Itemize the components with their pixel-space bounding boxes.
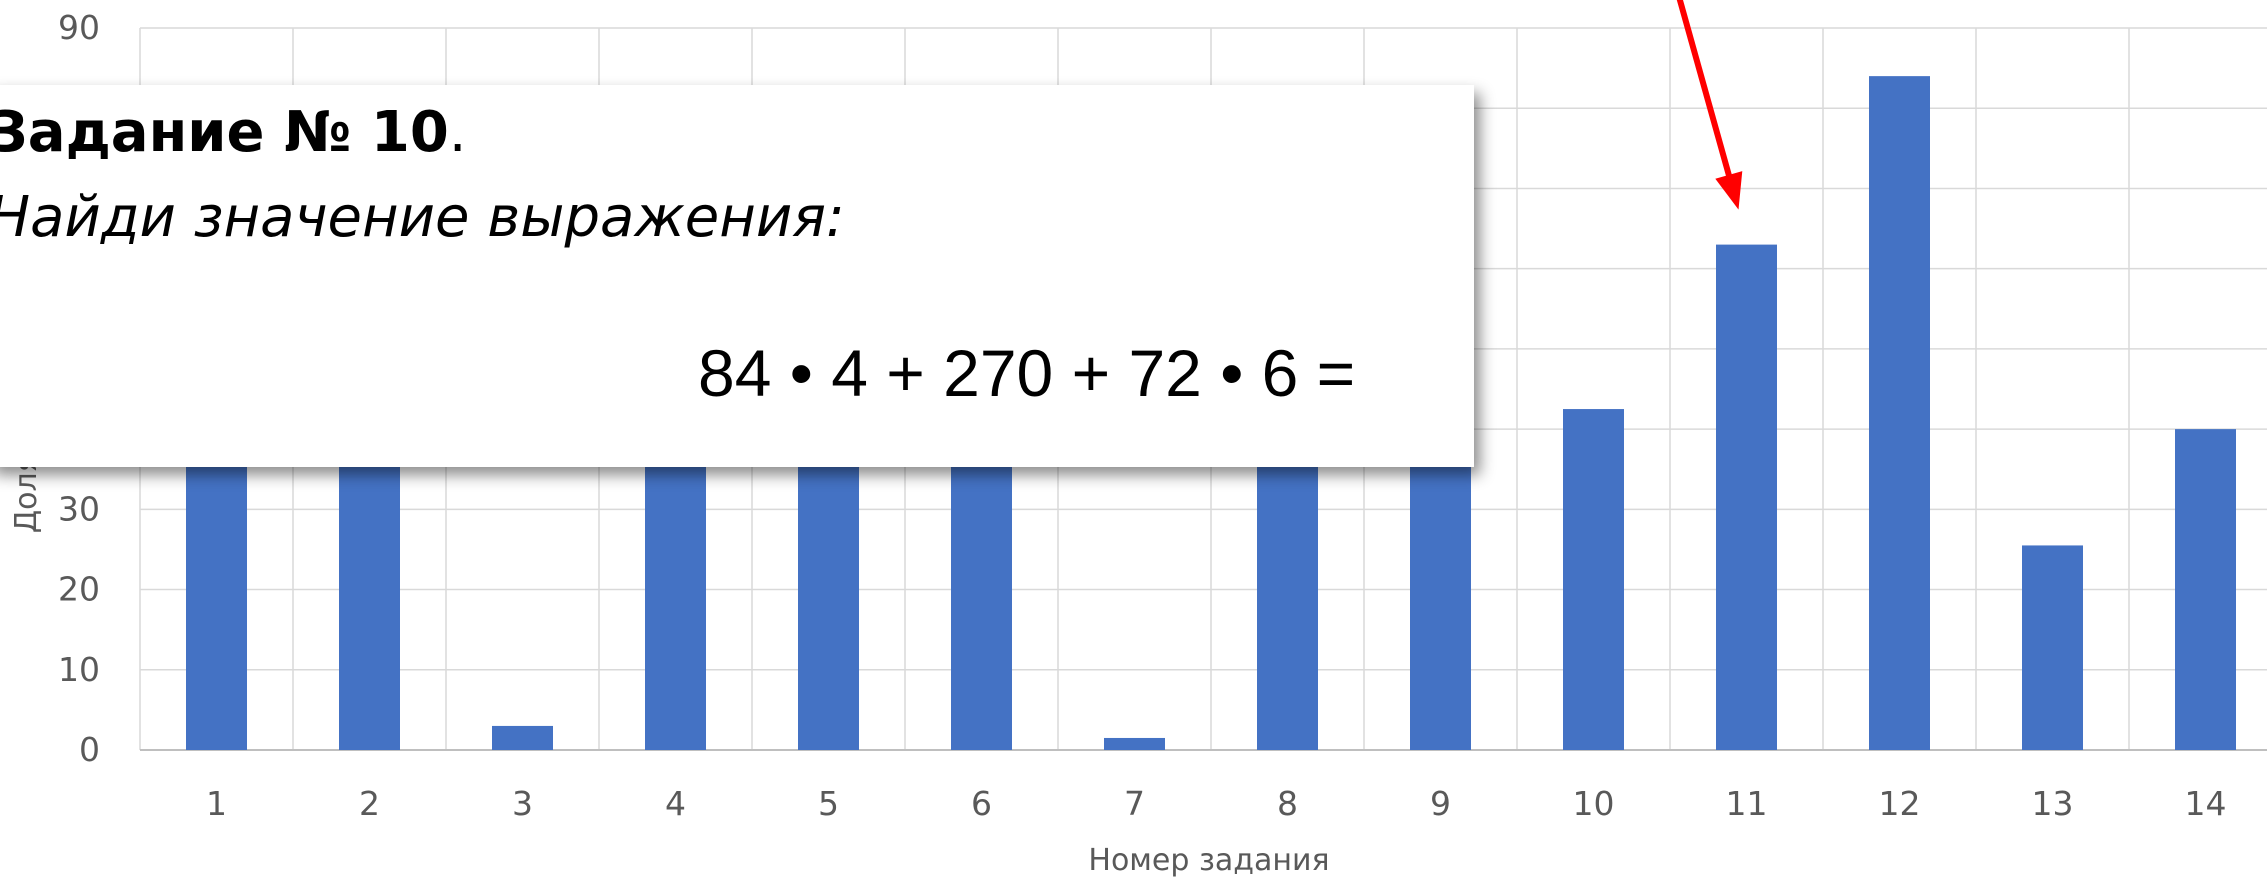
y-tick-label: 90 [58, 8, 100, 47]
arrow-head [1715, 171, 1743, 210]
task-expression: 84 • 4 + 270 + 72 • 6 = [698, 336, 1356, 410]
task-callout-box: Задание № 10. Найди значение выражения: … [0, 85, 1474, 467]
x-tick-label: 4 [665, 784, 686, 823]
task-title-text: Задание № 10 [0, 100, 449, 165]
x-tick-label: 6 [971, 784, 992, 823]
bar-7 [1104, 737, 1165, 750]
x-tick-labels: 1 2 3 4 5 6 7 8 9 10 11 12 13 14 [206, 784, 2227, 823]
task-title-suffix: . [448, 100, 467, 165]
x-tick-label: 3 [512, 784, 533, 823]
x-tick-label: 11 [1726, 784, 1768, 823]
x-tick-label: 12 [1879, 784, 1921, 823]
task-instruction: Найди значение выражения: [0, 185, 845, 250]
bar-13 [2022, 545, 2083, 750]
x-tick-label: 5 [818, 784, 839, 823]
bar-10 [1563, 409, 1624, 750]
y-tick-label: 30 [58, 489, 100, 528]
arrow-shaft [1676, 0, 1734, 182]
bar-3 [492, 725, 553, 750]
y-tick-label: 0 [79, 730, 100, 769]
bar-14 [2175, 429, 2236, 750]
x-tick-label: 9 [1430, 784, 1451, 823]
y-tick-label: 20 [58, 570, 100, 609]
x-tick-label: 2 [359, 784, 380, 823]
bar-12 [1869, 76, 1930, 751]
y-tick-label: 10 [58, 650, 100, 689]
x-axis-title: Номер задания [1088, 843, 1329, 877]
bar-11 [1716, 244, 1777, 750]
x-tick-label: 7 [1124, 784, 1145, 823]
x-tick-label: 14 [2185, 784, 2227, 823]
y-tick-labels: 0 10 20 30 90 [58, 8, 100, 769]
x-tick-label: 1 [206, 784, 227, 823]
x-tick-label: 8 [1277, 784, 1298, 823]
task-title: Задание № 10. [0, 100, 467, 165]
x-tick-label: 13 [2032, 784, 2074, 823]
red-arrow-annotation [1676, 0, 1743, 210]
x-tick-label: 10 [1573, 784, 1615, 823]
